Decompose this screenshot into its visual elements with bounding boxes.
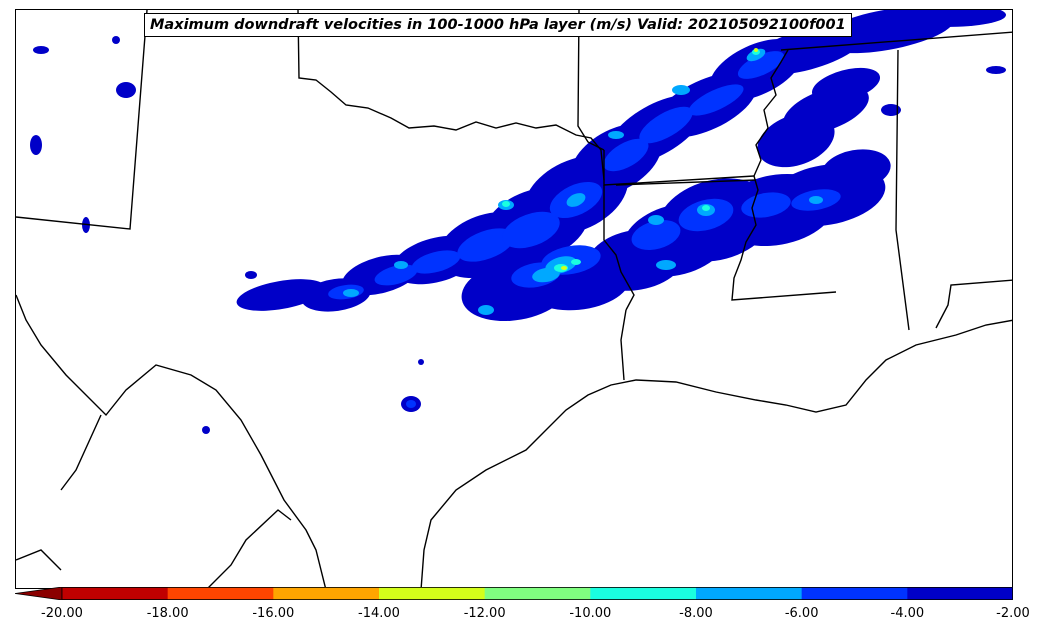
colorbar-tick-label: -16.00	[252, 606, 295, 621]
colorbar-tick-label: -6.00	[784, 606, 819, 621]
field-cell	[478, 305, 494, 315]
field-cell	[112, 36, 120, 44]
colorbar-tick-label: -4.00	[890, 606, 925, 621]
colorbar-tick-label: -2.00	[996, 606, 1030, 621]
field-cell	[502, 201, 510, 207]
ar-la-border	[603, 185, 635, 311]
field-cell	[406, 400, 416, 408]
field-cell	[741, 192, 791, 218]
field-cell	[656, 260, 676, 270]
ms-river-south	[731, 175, 837, 301]
field-cell	[502, 211, 560, 249]
field-cell	[343, 289, 359, 297]
colorbar-segment	[696, 587, 803, 600]
la-border	[620, 309, 627, 381]
map-canvas	[16, 10, 1012, 588]
mx-state-2	[207, 509, 292, 588]
ky-tn-border	[780, 31, 1012, 51]
map-title: Maximum downdraft velocities in 100-1000…	[144, 13, 852, 37]
field-cell	[886, 10, 1006, 27]
colorbar-tick-label: -12.00	[463, 606, 506, 621]
colorbar-segment	[379, 587, 486, 600]
ok-ar-border	[577, 10, 605, 151]
colorbar-tick-label: -20.00	[41, 606, 83, 621]
colorbar-border	[61, 587, 1013, 600]
field-cell	[648, 215, 664, 225]
ms-river	[753, 49, 789, 177]
field-cell	[33, 46, 49, 54]
field-cell	[245, 271, 257, 279]
colorbar-segment	[167, 587, 274, 600]
colorbar-tick-label: -10.00	[569, 606, 612, 621]
colorbar-segment	[907, 587, 1013, 600]
field-cell	[881, 104, 901, 116]
ok-tx-border	[297, 10, 605, 181]
field-cell	[672, 85, 690, 95]
nm-border	[16, 10, 148, 230]
map-panel	[15, 9, 1013, 589]
field-cell	[374, 264, 418, 286]
colorbar-segment	[273, 587, 380, 600]
mx-state-1	[60, 414, 102, 491]
field-cell	[688, 84, 744, 116]
field-cell	[411, 250, 461, 274]
tn-border	[615, 179, 757, 186]
field-cell	[116, 82, 136, 98]
field-cell	[811, 67, 881, 103]
ms-al-border	[895, 49, 910, 331]
field-cell	[821, 149, 891, 191]
al-ga-border	[935, 279, 1012, 329]
state-boundaries	[16, 10, 1012, 588]
colorbar-tick-label: -14.00	[358, 606, 400, 621]
colorbar-segment	[62, 587, 169, 600]
field-cell	[737, 51, 785, 79]
downdraft-field	[30, 10, 1006, 434]
mx-state-3	[16, 549, 62, 571]
colorbar-tick-label: -18.00	[146, 606, 189, 621]
field-cell	[986, 66, 1006, 74]
field-cell	[394, 261, 408, 269]
colorbar	[15, 587, 1013, 600]
field-cell	[30, 135, 42, 155]
gulf-coast	[420, 319, 1012, 588]
field-cell	[639, 106, 693, 144]
field-cell	[809, 196, 823, 204]
field-cell	[754, 48, 758, 52]
field-cell	[608, 131, 624, 139]
mx-border	[16, 294, 327, 588]
colorbar-segments	[15, 587, 1013, 600]
field-cell	[603, 138, 649, 172]
field-cell	[418, 359, 424, 365]
field-cell	[631, 220, 681, 250]
field-cell	[202, 426, 210, 434]
colorbar-extend	[15, 587, 63, 600]
colorbar-segment	[484, 587, 591, 600]
field-cell	[571, 259, 581, 265]
field-cell	[561, 266, 567, 270]
colorbar-segment	[801, 587, 908, 600]
field-cell	[702, 205, 710, 211]
colorbar-segment	[590, 587, 697, 600]
field-cell	[566, 193, 586, 207]
colorbar-tick-label: -8.00	[679, 606, 713, 621]
field-cell	[457, 228, 515, 262]
